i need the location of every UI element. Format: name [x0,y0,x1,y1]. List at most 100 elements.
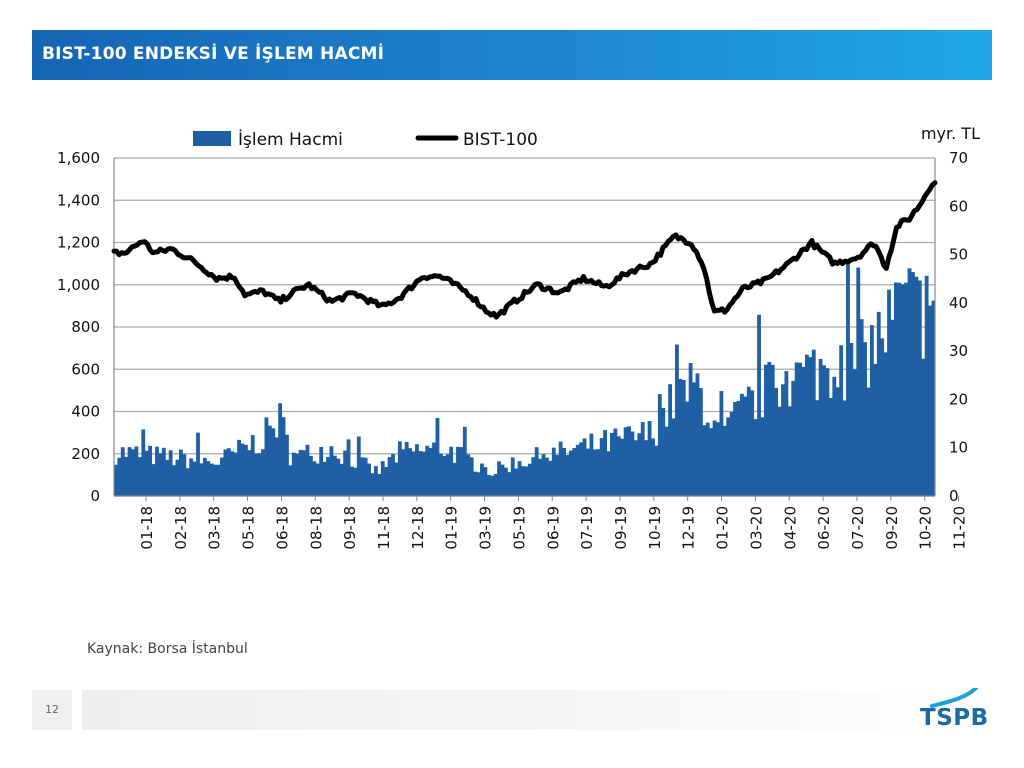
volume-bar [596,449,601,496]
volume-bar [661,407,666,496]
volume-bar [343,450,348,496]
volume-bar [852,369,857,496]
volume-bar [271,428,276,496]
volume-bar [117,457,122,496]
volume-bar [445,454,450,496]
volume-bar [627,426,631,496]
volume-bar [740,393,744,496]
volume-bar [606,451,611,496]
volume-bar [849,342,854,496]
volume-bar [308,455,313,496]
x-tick-label: 06-18 [273,506,291,550]
volume-bar [880,338,885,496]
volume-bar [202,457,207,496]
volume-bar [274,437,279,496]
volume-bar [640,422,645,496]
volume-bar [503,467,508,496]
volume-bar [401,449,406,496]
volume-bar [890,319,895,496]
right-tick-label: 30 [949,342,968,360]
volume-bar [278,403,283,496]
volume-bar [415,444,419,496]
logo-text: TSPB [920,705,989,731]
volume-bar [411,451,416,496]
x-tick-label: 05-18 [240,506,258,550]
source-note: Kaynak: Borsa İstanbul [87,641,248,657]
volume-bar [931,300,936,496]
volume-bar [452,462,457,496]
volume-bar [137,457,142,496]
title-bar: BIST-100 ENDEKSİ VE İŞLEM HACMİ [32,30,992,80]
volume-bar [633,440,638,496]
x-tick-label: 05-19 [510,506,528,550]
volume-bar [213,464,218,496]
x-tick-label: 11-20 [951,506,969,550]
volume-bar [698,388,703,496]
volume-bar [226,448,231,496]
volume-bar [206,461,211,496]
volume-bar [839,345,844,496]
volume-bar [746,386,751,496]
volume-bar [295,453,300,496]
volume-bar [798,362,802,496]
volume-bar [685,401,690,496]
volume-bar [521,466,525,496]
left-tick-label: 0 [90,487,100,505]
volume-bar [182,454,187,496]
volume-bar [404,441,409,496]
left-tick-label: 1,000 [57,276,100,294]
volume-bar [592,449,597,496]
volume-bar [825,368,830,496]
volume-bar [172,465,176,496]
volume-bar [887,289,891,496]
x-tick-label: 08-18 [307,506,325,550]
x-tick-label: 01-19 [443,506,461,550]
volume-bar [599,438,604,496]
volume-bar [267,425,272,496]
volume-bar [678,379,683,496]
volume-bar [603,430,607,496]
volume-bar [815,400,820,496]
volume-bar [373,466,378,496]
right-axis-unit: myr. TL [921,124,980,143]
volume-bar [161,447,166,496]
x-tick-label: 01-20 [714,506,732,550]
volume-bar [846,264,850,496]
volume-bar [545,457,549,496]
volume-bar [538,458,543,496]
x-tick-label: 03-20 [747,506,765,550]
volume-bar [893,282,898,496]
tick-labels: 0 200 400 600 800 1,000 1,200 1,400 1,600 0 10 20 30… [57,124,980,550]
volume-bar [250,435,255,496]
volume-bar [281,417,286,496]
volume-bar [541,454,546,496]
volume-bar [811,349,816,496]
volume-bar [483,467,488,496]
volume-bar [568,450,573,496]
volume-bar [435,418,440,496]
volume-bar [305,444,310,496]
volume-bar [716,422,720,496]
volume-bar [466,454,471,496]
volume-bar [165,459,170,496]
x-tick-label: 09-20 [883,506,901,550]
volume-bar [671,418,676,496]
volume-bar [616,436,621,496]
volume-bar [408,448,413,496]
volume-bar [709,428,714,496]
volume-bar [432,442,436,496]
volume-bar [928,305,932,496]
volume-bar [551,447,556,496]
volume-bar [462,426,467,496]
volume-bar [763,364,768,496]
volume-bar [562,448,566,496]
volume-bar [425,445,430,496]
volume-bar [726,417,731,496]
volume-bar [805,354,809,496]
x-tick-label: 03-18 [206,506,224,550]
volume-bar [911,272,915,496]
volume-bar [828,397,833,496]
volume-bar [459,447,464,496]
volume-bar [360,457,365,496]
volume-bar [387,457,392,496]
